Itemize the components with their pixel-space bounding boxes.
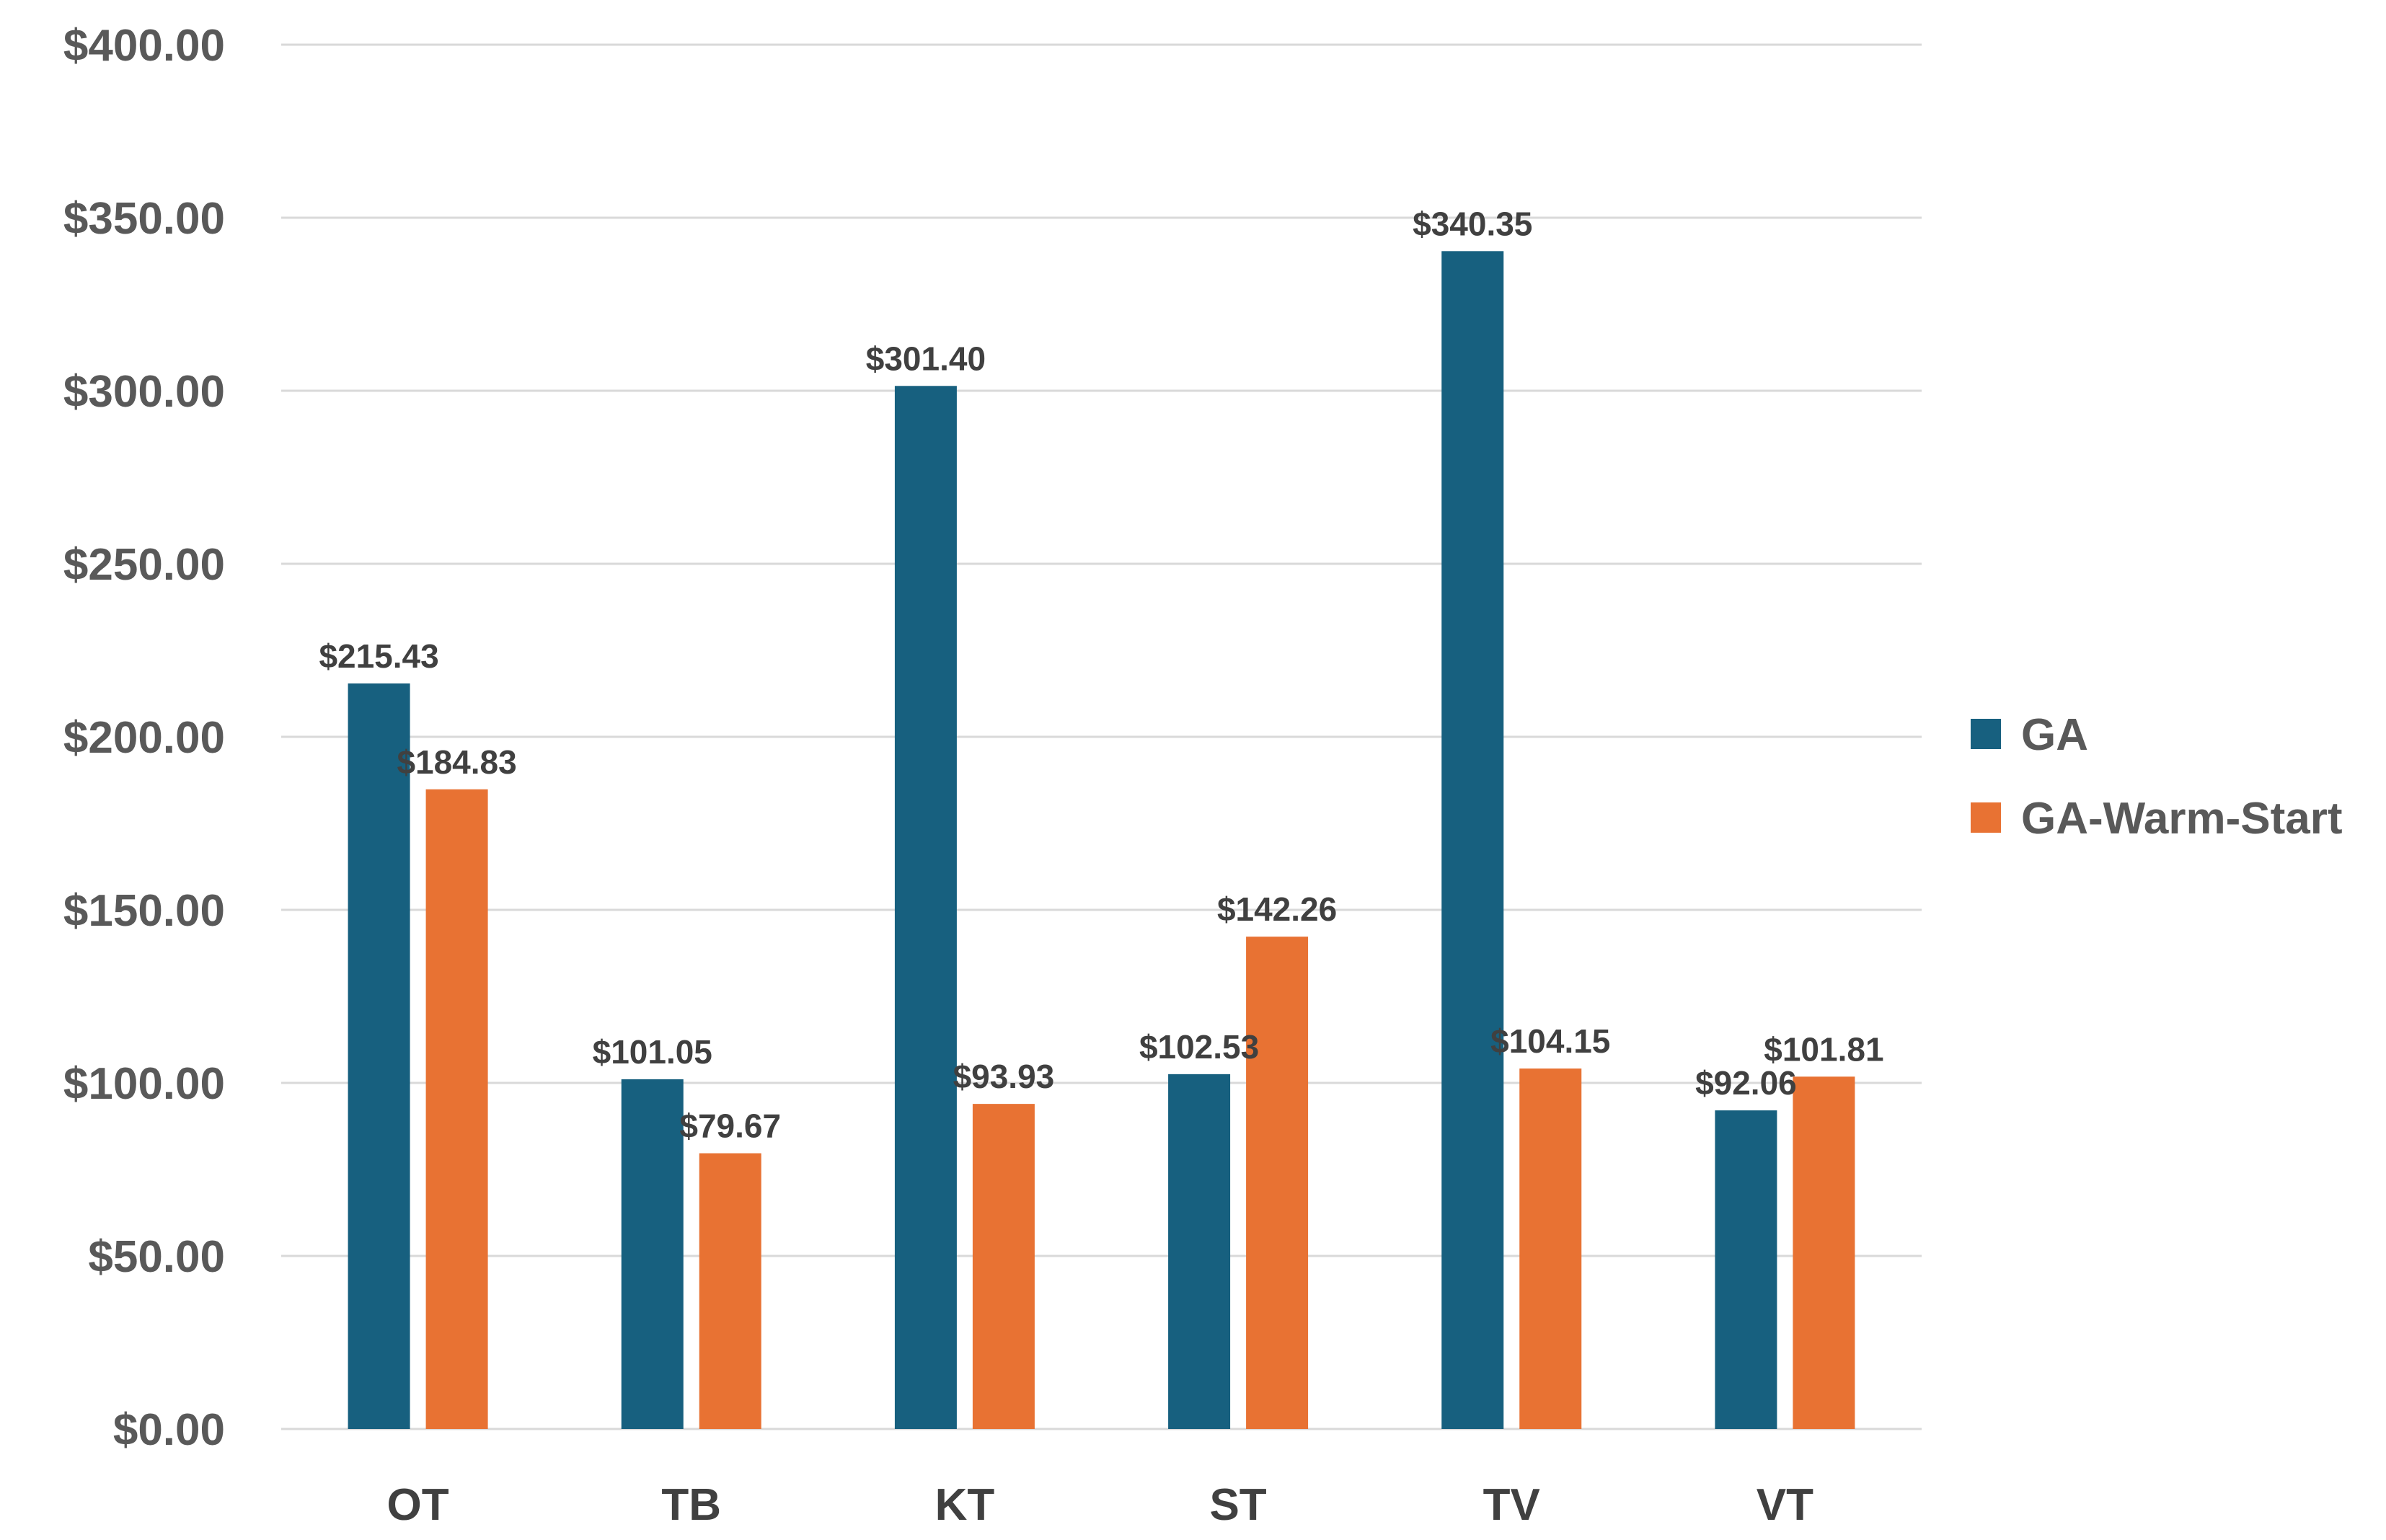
- bar-tb-ga-warm-start[interactable]: [699, 1153, 761, 1429]
- gridlines: [281, 43, 1922, 1430]
- bar-tv-ga-warm-start[interactable]: [1519, 1068, 1582, 1429]
- y-tick-label: $200.00: [63, 713, 225, 763]
- y-tick-label: $350.00: [63, 194, 225, 244]
- bar-vt-ga-warm-start[interactable]: [1793, 1076, 1855, 1429]
- data-label: $104.15: [1490, 1022, 1610, 1060]
- bars: [348, 251, 1855, 1429]
- data-label: $142.26: [1217, 890, 1337, 928]
- y-axis: $0.00 $50.00 $100.00 $150.00 $200.00 $250.00 $…: [63, 21, 225, 1455]
- x-tick-label: ST: [1209, 1480, 1266, 1530]
- data-labels: $215.43 $184.83 $101.05 $79.67 $301.40 $93.93…: [319, 205, 1883, 1144]
- bar-kt-ga-warm-start[interactable]: [972, 1104, 1035, 1429]
- x-tick-label: TV: [1483, 1480, 1540, 1530]
- data-label: $340.35: [1413, 205, 1532, 242]
- bar-tv-ga[interactable]: [1441, 251, 1504, 1429]
- data-label: $101.05: [593, 1033, 712, 1071]
- x-tick-label: OT: [387, 1480, 449, 1530]
- data-label: $301.40: [866, 340, 986, 377]
- data-label: $215.43: [319, 637, 438, 675]
- data-label: $92.06: [1695, 1064, 1797, 1102]
- y-tick-label: $0.00: [113, 1405, 225, 1455]
- legend-swatch-ga[interactable]: [1971, 719, 2001, 749]
- data-label: $102.53: [1139, 1028, 1259, 1066]
- legend-label-ga[interactable]: GA: [2021, 710, 2088, 760]
- bar-tb-ga[interactable]: [621, 1079, 684, 1429]
- bar-ot-ga[interactable]: [348, 683, 410, 1429]
- x-tick-label: KT: [935, 1480, 995, 1530]
- legend-swatch-ga-warm-start[interactable]: [1971, 802, 2001, 833]
- data-label: $79.67: [679, 1107, 781, 1145]
- y-tick-label: $250.00: [63, 540, 225, 590]
- x-axis: OT TB KT ST TV VT: [387, 1480, 1814, 1530]
- x-tick-label: VT: [1757, 1480, 1813, 1530]
- bar-st-ga[interactable]: [1168, 1074, 1231, 1429]
- bar-ot-ga-warm-start[interactable]: [425, 789, 488, 1429]
- legend[interactable]: GA GA-Warm-Start: [1971, 710, 2343, 844]
- data-label: $101.81: [1764, 1030, 1883, 1068]
- bar-kt-ga[interactable]: [894, 386, 957, 1429]
- data-label: $184.83: [397, 743, 516, 781]
- y-tick-label: $50.00: [88, 1232, 225, 1282]
- legend-label-ga-warm-start[interactable]: GA-Warm-Start: [2021, 794, 2343, 844]
- x-tick-label: TB: [661, 1480, 721, 1530]
- bar-vt-ga[interactable]: [1715, 1110, 1777, 1429]
- y-tick-label: $100.00: [63, 1059, 225, 1109]
- bar-st-ga-warm-start[interactable]: [1246, 937, 1309, 1429]
- data-label: $93.93: [953, 1058, 1055, 1095]
- y-tick-label: $150.00: [63, 886, 225, 936]
- y-tick-label: $300.00: [63, 367, 225, 417]
- y-tick-label: $400.00: [63, 21, 225, 71]
